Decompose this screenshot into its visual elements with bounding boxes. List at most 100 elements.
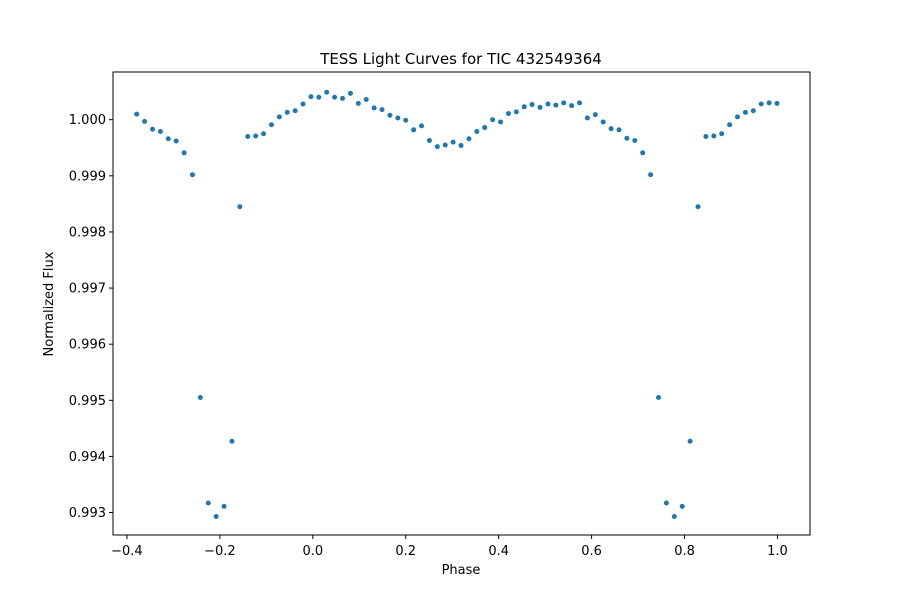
data-point [308,94,314,100]
data-point [268,122,274,128]
y-tick-label: 0.998 [69,225,106,240]
data-point [727,122,733,128]
data-point [157,128,163,134]
data-point [197,395,203,400]
data-point [332,94,338,100]
data-point [237,204,243,210]
data-point [450,139,456,145]
data-point [276,114,282,120]
data-point [379,107,385,113]
x-tick-label: 0.8 [674,544,695,559]
y-tick-label: 0.993 [69,506,106,521]
data-point [173,138,179,144]
data-point [419,123,425,129]
y-tick-label: 0.995 [69,394,106,409]
data-point [284,109,290,115]
data-point [742,109,748,115]
data-point [640,150,646,156]
y-tick-label: 0.994 [69,450,106,465]
data-point [205,500,211,506]
data-point [181,150,187,156]
data-point [545,101,551,107]
data-point [134,111,140,117]
data-point [213,513,219,519]
x-tick-label: 1.0 [767,544,788,559]
data-point [221,503,227,509]
y-axis-label: Normalized Flux [42,251,57,356]
data-point [498,119,504,125]
y-tick-label: 0.996 [69,338,106,353]
data-point [482,125,488,131]
data-point [403,117,409,123]
data-point [577,100,583,106]
data-point [561,100,567,106]
data-point [466,136,472,142]
data-point [505,111,511,117]
scatter-points [134,89,780,519]
x-tick-label: 0.4 [488,544,509,559]
data-point [695,204,701,210]
data-point [687,438,693,444]
x-tick-label: 0.0 [302,544,323,559]
data-point [387,112,393,118]
data-point [608,126,614,132]
data-point [774,100,780,106]
data-point [490,117,496,123]
y-tick-label: 1.000 [69,113,106,128]
data-point [395,115,401,121]
data-point [513,109,519,115]
data-point [324,89,330,95]
data-point [616,127,622,133]
data-point [442,142,448,148]
data-point [300,101,306,107]
data-point [663,500,669,506]
x-axis-label: Phase [442,563,481,578]
data-point [537,104,543,110]
chart-title: TESS Light Curves for TIC 432549364 [319,50,602,68]
data-point [355,100,361,106]
data-point [600,119,606,125]
data-point [292,108,298,114]
data-point [656,395,662,400]
data-point [340,95,346,101]
x-axis-ticks: −0.4 −0.2 0.0 0.2 0.4 0.6 0.8 1.0 [111,535,788,559]
data-point [758,101,764,107]
data-point [624,135,630,141]
data-point [592,112,598,118]
data-point [474,128,480,134]
data-point [229,438,235,444]
data-point [347,90,353,96]
data-point [245,134,251,140]
data-point [750,108,756,114]
plot-area-frame [112,71,811,536]
data-point [632,137,638,143]
data-point [735,114,741,120]
data-point [553,102,559,108]
data-point [679,503,685,509]
data-point [363,97,369,102]
data-point [411,127,417,133]
y-axis-ticks: 0.993 0.994 0.995 0.996 0.997 0.998 0.999 1.000 [69,113,113,521]
data-point [671,513,677,519]
data-point [719,131,725,137]
y-tick-label: 0.997 [69,282,106,297]
data-point [521,104,527,110]
x-tick-label: −0.4 [111,544,143,559]
data-point [703,134,709,140]
data-point [648,172,654,178]
data-point [434,144,440,150]
x-tick-label: 0.6 [581,544,602,559]
data-point [371,105,377,111]
data-point [253,133,259,139]
data-point [458,143,464,149]
data-point [711,133,717,139]
data-point [426,137,432,143]
data-point [766,100,772,106]
data-point [150,126,155,132]
data-point [142,118,148,124]
x-tick-label: −0.2 [204,544,236,559]
data-point [316,94,322,100]
x-tick-label: 0.2 [395,544,416,559]
